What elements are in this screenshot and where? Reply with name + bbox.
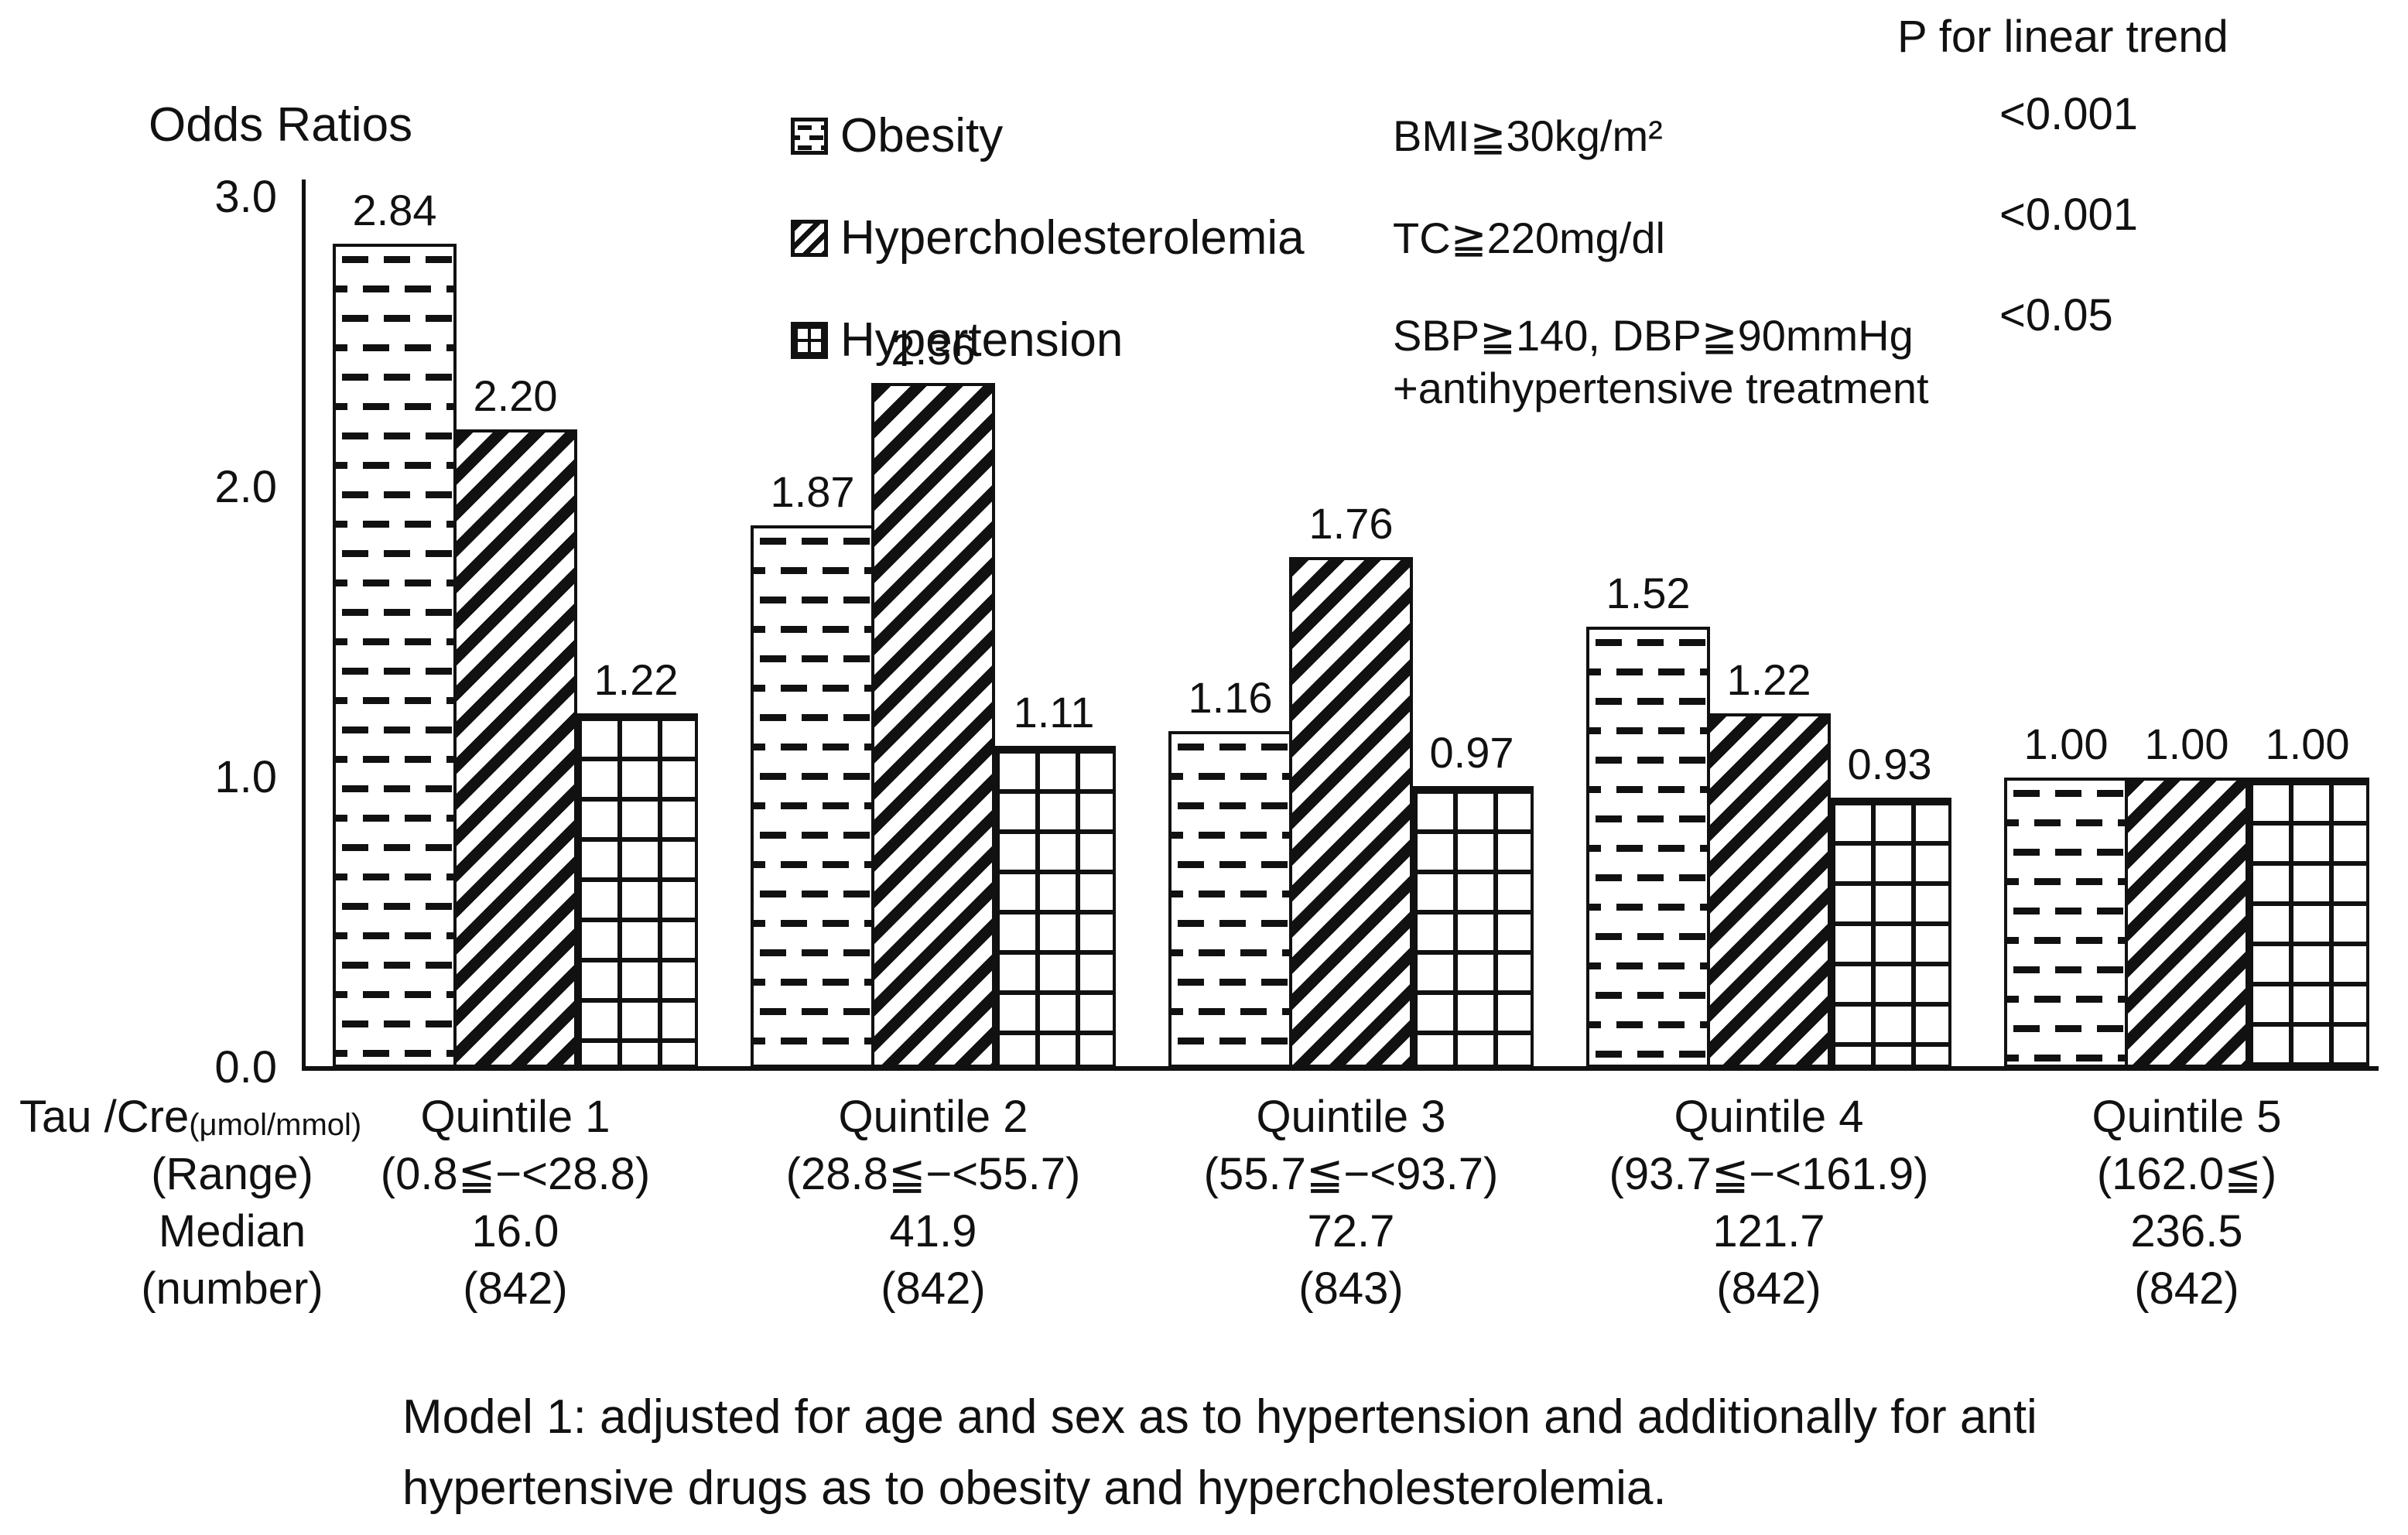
p-value-obesity: <0.001 <box>1999 89 2139 139</box>
x-axis-line <box>302 1066 2379 1071</box>
bar-value-hypertension-q5: 1.00 <box>2265 720 2350 768</box>
bar-value-hypercholesterolemia-q1: 2.20 <box>473 371 558 420</box>
row-label-number: (number) <box>141 1263 323 1314</box>
bar-obesity-q5 <box>2004 778 2128 1068</box>
bar-value-hypercholesterolemia-q3: 1.76 <box>1308 499 1394 548</box>
bar-value-hypercholesterolemia-q2: 2.36 <box>891 325 976 374</box>
y-tick-2.0: 2.0 <box>214 462 277 512</box>
number-label-q3: (843) <box>1298 1263 1404 1314</box>
range-label-q4: (93.7≦−<161.9) <box>1609 1149 1929 1199</box>
bar-hypertension-q3 <box>1410 786 1534 1068</box>
range-label-q3: (55.7≦−<93.7) <box>1203 1149 1499 1199</box>
range-label-q5: (162.0≦) <box>2096 1149 2277 1199</box>
legend-label-hypercholesterolemia: Hypercholesterolemia <box>840 211 1305 265</box>
bar-value-obesity-q2: 1.87 <box>770 467 855 516</box>
criteria-hypercholesterolemia: TC≧220mg/dl <box>1393 214 1665 262</box>
number-label-q5: (842) <box>2134 1263 2239 1314</box>
quintile-label-q2: Quintile 2 <box>838 1092 1028 1142</box>
bar-hypertension-q1 <box>574 713 698 1068</box>
bar-hypercholesterolemia-q4 <box>1707 713 1831 1068</box>
median-label-q4: 121.7 <box>1712 1206 1825 1256</box>
bar-value-hypertension-q3: 0.97 <box>1429 728 1514 777</box>
y-axis-title: Odds Ratios <box>149 98 413 152</box>
bar-value-hypertension-q1: 1.22 <box>593 655 679 704</box>
quintile-label-q3: Quintile 3 <box>1256 1092 1446 1142</box>
row-label-median: Median <box>158 1206 306 1256</box>
number-label-q2: (842) <box>881 1263 986 1314</box>
legend-swatch-obesity-icon <box>791 118 828 155</box>
range-label-q2: (28.8≦−<55.7) <box>785 1149 1081 1199</box>
p-value-hypertension: <0.05 <box>1999 290 2113 340</box>
y-axis-line <box>302 179 306 1069</box>
bar-value-obesity-q3: 1.16 <box>1188 673 1273 722</box>
quintile-label-q1: Quintile 1 <box>420 1092 611 1142</box>
bar-value-hypercholesterolemia-q5: 1.00 <box>2144 720 2229 768</box>
criteria-obesity: BMI≧30kg/m² <box>1393 111 1663 160</box>
bar-value-hypertension-q2: 1.11 <box>1013 688 1095 737</box>
y-tick-3.0: 3.0 <box>214 172 277 222</box>
bar-hypercholesterolemia-q1 <box>453 429 577 1068</box>
quintile-label-q4: Quintile 4 <box>1674 1092 1864 1142</box>
range-label-q1: (0.8≦−<28.8) <box>380 1149 651 1199</box>
y-tick-1.0: 1.0 <box>214 752 277 802</box>
footnote-line2: hypertensive drugs as to obesity and hyp… <box>402 1461 1667 1515</box>
criteria-hypertension: SBP≧140, DBP≧90mmHg <box>1393 311 1914 360</box>
bar-value-hypercholesterolemia-q4: 1.22 <box>1726 655 1811 704</box>
bar-obesity-q2 <box>751 525 874 1068</box>
criteria-hypertension-line2: +antihypertensive treatment <box>1393 364 1929 412</box>
bar-value-hypertension-q4: 0.93 <box>1847 740 1932 788</box>
legend-swatch-hypercholesterolemia-icon <box>791 220 828 257</box>
legend-swatch-hypertension-icon <box>791 322 828 359</box>
bar-hypertension-q2 <box>992 746 1116 1068</box>
bar-hypercholesterolemia-q3 <box>1289 557 1413 1068</box>
bar-obesity-q3 <box>1168 731 1292 1068</box>
median-label-q3: 72.7 <box>1307 1206 1395 1256</box>
median-label-q2: 41.9 <box>889 1206 977 1256</box>
quintile-label-q5: Quintile 5 <box>2092 1092 2282 1142</box>
footnote-line1: Model 1: adjusted for age and sex as to … <box>402 1390 2037 1444</box>
bar-value-obesity-q1: 2.84 <box>352 186 437 234</box>
median-label-q5: 236.5 <box>2130 1206 2243 1256</box>
bar-value-obesity-q4: 1.52 <box>1606 569 1691 617</box>
bar-hypercholesterolemia-q5 <box>2125 778 2249 1068</box>
x-axis-unit-label: Tau /Cre(μmol/mmol) <box>19 1089 361 1145</box>
bar-hypercholesterolemia-q2 <box>871 383 995 1068</box>
bar-hypertension-q4 <box>1828 798 1951 1068</box>
number-label-q1: (842) <box>463 1263 568 1314</box>
bar-value-obesity-q5: 1.00 <box>2023 720 2109 768</box>
p-value-hypercholesterolemia: <0.001 <box>1999 190 2139 240</box>
p-trend-header: P for linear trend <box>1897 12 2228 62</box>
legend-label-hypertension: Hypertension <box>840 313 1124 367</box>
bar-hypertension-q5 <box>2246 778 2369 1068</box>
legend-label-obesity: Obesity <box>840 109 1004 162</box>
y-tick-0.0: 0.0 <box>214 1042 277 1092</box>
bar-obesity-q1 <box>333 244 457 1068</box>
number-label-q4: (842) <box>1716 1263 1821 1314</box>
x-axis-unit-sub: (μmol/mmol) <box>189 1108 362 1142</box>
x-axis-unit-main: Tau /Cre <box>19 1092 190 1142</box>
row-label-range: (Range) <box>151 1149 313 1199</box>
median-label-q1: 16.0 <box>471 1206 559 1256</box>
